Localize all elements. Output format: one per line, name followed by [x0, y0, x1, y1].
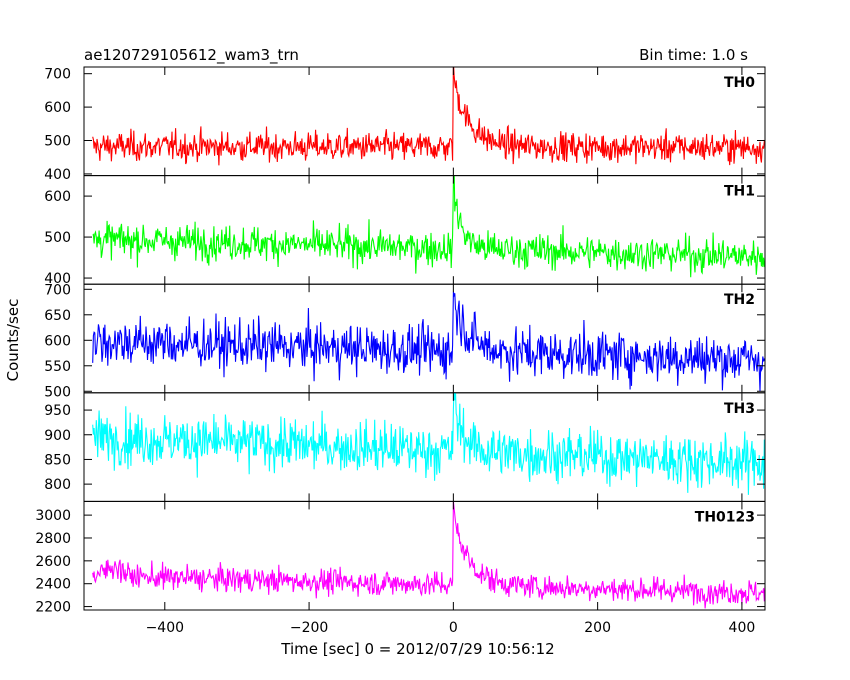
- panel-stack: 400 500 600 700 TH0 400 500 600 TH1 500 550 600 650 7…: [35, 66, 766, 616]
- y-tick-label: 2800: [35, 531, 71, 547]
- y-tick-label: 2400: [35, 577, 71, 593]
- panel-label: TH1: [724, 184, 755, 200]
- y-tick-label: 900: [44, 428, 71, 444]
- y-tick-label: 500: [44, 384, 71, 400]
- y-tick-label: 500: [44, 134, 71, 150]
- y-tick-label: 600: [44, 333, 71, 349]
- series-line-th3: [92, 392, 765, 495]
- y-tick-label: 700: [44, 282, 71, 298]
- y-tick-label: 800: [44, 477, 71, 493]
- x-tick-label: −200: [290, 620, 328, 636]
- y-tick-label: 600: [44, 189, 71, 205]
- y-tick-label: 400: [44, 271, 71, 287]
- panel-th0123: 2200 2400 2600 2800 3000 TH0123: [35, 500, 766, 616]
- series-line-th2: [92, 291, 765, 392]
- y-tick-label: 3000: [35, 508, 71, 524]
- x-tick-label: −400: [146, 620, 184, 636]
- panel-label: TH0123: [695, 509, 755, 525]
- y-tick-label: 500: [44, 230, 71, 246]
- y-tick-label: 550: [44, 359, 71, 375]
- y-axis-label: Counts/sec: [4, 299, 22, 382]
- x-tick-label: 200: [584, 620, 611, 636]
- series-line-th0: [92, 67, 765, 166]
- series-line-th1: [92, 175, 765, 278]
- panel-label: TH2: [724, 292, 755, 308]
- panel-th0: 400 500 600 700 TH0: [44, 66, 766, 183]
- panel-th1: 400 500 600 TH1: [44, 175, 766, 287]
- panel-th3: 800 850 900 950 TH3: [44, 392, 766, 502]
- x-axis-label: Time [sec] 0 = 2012/07/29 10:56:12: [280, 640, 554, 658]
- y-tick-label: 700: [44, 67, 71, 83]
- panel-frame: [83, 500, 766, 611]
- panel-label: TH0: [724, 75, 755, 91]
- panel-th2: 500 550 600 650 700 TH2: [44, 282, 766, 400]
- y-tick-label: 850: [44, 452, 71, 468]
- y-tick-label: 600: [44, 100, 71, 116]
- panel-label: TH3: [724, 401, 755, 417]
- bin-time-title: Bin time: 1.0 s: [639, 46, 748, 64]
- y-tick-label: 650: [44, 308, 71, 324]
- y-tick-label: 2600: [35, 554, 71, 570]
- y-tick-label: 400: [44, 167, 71, 183]
- x-axis: −400 −200 0 200 400: [146, 620, 756, 636]
- observation-id-title: ae120729105612_wam3_trn: [84, 46, 299, 65]
- y-tick-label: 2200: [35, 600, 71, 616]
- series-line-th0123: [92, 501, 765, 609]
- y-tick-label: 950: [44, 403, 71, 419]
- x-tick-label: 400: [729, 620, 756, 636]
- x-tick-label: 0: [449, 620, 458, 636]
